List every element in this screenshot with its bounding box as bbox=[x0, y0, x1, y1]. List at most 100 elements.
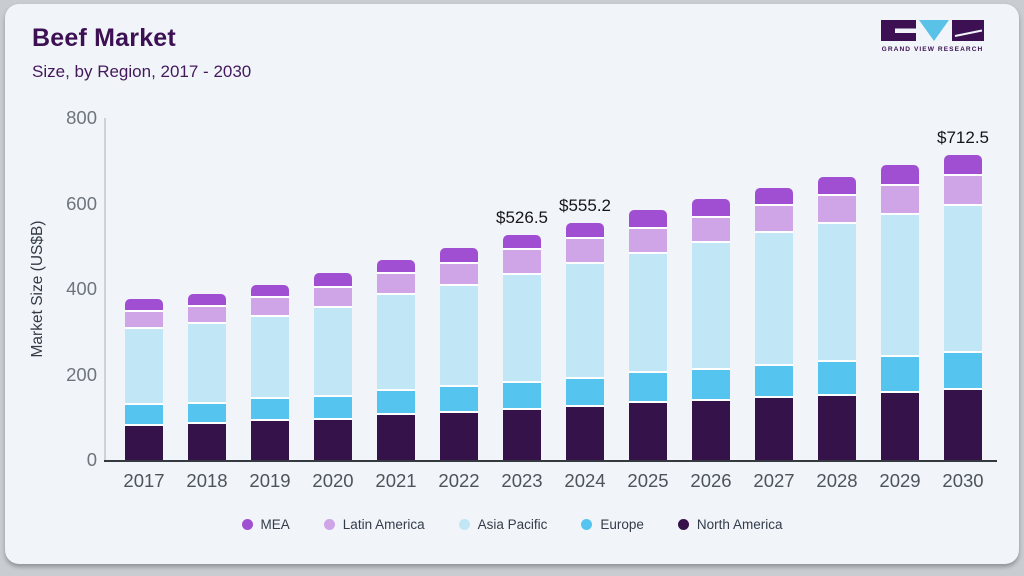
x-axis-line bbox=[104, 460, 997, 462]
segment-asia-pacific-2019 bbox=[251, 316, 289, 400]
segment-europe-2022 bbox=[440, 386, 478, 414]
logo-r-slash bbox=[954, 29, 983, 37]
segment-north-america-2021 bbox=[377, 415, 415, 460]
logo-v-triangle bbox=[919, 20, 949, 41]
plot-area: 2017 2018 2019 2020 2021 2022 $526.5 2023 $555.2… bbox=[104, 118, 997, 491]
legend-item-europe: Europe bbox=[581, 517, 644, 532]
x-tick-label-2023: 2023 bbox=[501, 470, 543, 491]
bar-total-label-2024: $555.2 bbox=[559, 195, 611, 215]
segment-europe-2029 bbox=[881, 357, 919, 394]
segment-north-america-2028 bbox=[818, 395, 856, 460]
segment-north-america-2018 bbox=[188, 424, 226, 460]
x-tick-label-2029: 2029 bbox=[879, 470, 921, 491]
segment-north-america-2023 bbox=[503, 409, 541, 460]
legend-item-north-america: North America bbox=[677, 517, 782, 532]
segment-latin-america-2026 bbox=[692, 218, 730, 244]
segment-europe-2024 bbox=[566, 379, 604, 408]
y-tick-label: 600 bbox=[66, 192, 97, 214]
legend-label: Latin America bbox=[342, 517, 425, 532]
bar-2025 bbox=[629, 209, 667, 460]
segment-europe-2030 bbox=[944, 353, 982, 390]
segment-latin-america-2021 bbox=[377, 274, 415, 296]
segment-asia-pacific-2027 bbox=[755, 233, 793, 366]
x-tick-label-2030: 2030 bbox=[942, 470, 984, 491]
segment-latin-america-2019 bbox=[251, 298, 289, 317]
segment-latin-america-2029 bbox=[881, 185, 919, 215]
x-tick-label-2022: 2022 bbox=[438, 470, 480, 491]
header: Beef Market Size, by Region, 2017 - 2030 bbox=[32, 24, 251, 82]
segment-asia-pacific-2022 bbox=[440, 286, 478, 387]
segment-mea-2020 bbox=[314, 272, 352, 288]
segment-latin-america-2020 bbox=[314, 287, 352, 309]
segment-mea-2026 bbox=[692, 199, 730, 219]
segment-latin-america-2027 bbox=[755, 206, 793, 234]
segment-europe-2019 bbox=[251, 399, 289, 422]
segment-europe-2020 bbox=[314, 396, 352, 420]
segment-north-america-2030 bbox=[944, 389, 982, 460]
segment-europe-2021 bbox=[377, 391, 415, 416]
segment-latin-america-2022 bbox=[440, 264, 478, 287]
legend: MEA Latin America Asia Pacific Europe North … bbox=[5, 517, 1019, 532]
chart-card: Beef Market Size, by Region, 2017 - 2030… bbox=[5, 4, 1019, 564]
segment-latin-america-2023 bbox=[503, 249, 541, 275]
segment-north-america-2017 bbox=[125, 426, 163, 460]
x-tick-label-2026: 2026 bbox=[690, 470, 732, 491]
segment-europe-2023 bbox=[503, 382, 541, 410]
y-axis-line bbox=[104, 118, 106, 460]
bar-2017 bbox=[125, 299, 163, 460]
segment-mea-2028 bbox=[818, 176, 856, 196]
logo-g-notch bbox=[895, 28, 916, 33]
bar-2030 bbox=[944, 155, 982, 460]
bar-2027 bbox=[755, 187, 793, 460]
bar-2023 bbox=[503, 234, 541, 460]
gvr-logo-mark bbox=[881, 20, 984, 41]
segment-mea-2025 bbox=[629, 209, 667, 230]
x-tick-label-2025: 2025 bbox=[627, 470, 669, 491]
bar-total-label-2023: $526.5 bbox=[496, 207, 548, 227]
legend-label: MEA bbox=[260, 517, 290, 532]
page-subtitle: Size, by Region, 2017 - 2030 bbox=[32, 62, 252, 81]
segment-asia-pacific-2024 bbox=[566, 264, 604, 380]
x-tick-label-2020: 2020 bbox=[312, 470, 354, 491]
segment-north-america-2027 bbox=[755, 398, 793, 460]
bar-2020 bbox=[314, 272, 352, 460]
bar-2029 bbox=[881, 165, 919, 460]
legend-dot-asia-pacific bbox=[458, 519, 470, 530]
legend-item-mea: MEA bbox=[241, 517, 290, 532]
segment-north-america-2024 bbox=[566, 407, 604, 460]
segment-asia-pacific-2021 bbox=[377, 295, 415, 392]
x-tick-label-2027: 2027 bbox=[753, 470, 795, 491]
x-tick-label-2019: 2019 bbox=[249, 470, 291, 491]
segment-asia-pacific-2020 bbox=[314, 308, 352, 397]
y-tick-label: 400 bbox=[66, 278, 97, 299]
segment-asia-pacific-2028 bbox=[818, 223, 856, 363]
legend-item-asia-pacific: Asia Pacific bbox=[458, 517, 547, 532]
x-tick-label-2028: 2028 bbox=[816, 470, 858, 491]
segment-asia-pacific-2026 bbox=[692, 243, 730, 370]
segment-mea-2024 bbox=[566, 222, 604, 240]
x-tick-label-2018: 2018 bbox=[186, 470, 228, 491]
bar-2028 bbox=[818, 176, 856, 460]
segment-europe-2017 bbox=[125, 405, 163, 427]
segment-asia-pacific-2017 bbox=[125, 329, 163, 406]
bar-2019 bbox=[251, 284, 289, 460]
segment-latin-america-2025 bbox=[629, 229, 667, 254]
segment-north-america-2026 bbox=[692, 400, 730, 460]
y-tick-label: 0 bbox=[86, 449, 97, 470]
segment-mea-2017 bbox=[125, 299, 163, 312]
segment-mea-2030 bbox=[944, 155, 982, 176]
segment-north-america-2025 bbox=[629, 403, 667, 460]
y-tick-label: 200 bbox=[66, 363, 97, 385]
segment-europe-2025 bbox=[629, 373, 667, 404]
legend-dot-europe bbox=[581, 519, 593, 530]
x-tick-label-2017: 2017 bbox=[123, 470, 165, 491]
segment-mea-2029 bbox=[881, 165, 919, 186]
segment-north-america-2020 bbox=[314, 419, 352, 460]
page-title: Beef Market bbox=[32, 24, 176, 52]
segment-mea-2023 bbox=[503, 234, 541, 250]
segment-asia-pacific-2029 bbox=[881, 214, 919, 358]
segment-asia-pacific-2030 bbox=[944, 205, 982, 354]
segment-mea-2027 bbox=[755, 187, 793, 207]
legend-label: Europe bbox=[600, 517, 644, 532]
segment-north-america-2019 bbox=[251, 421, 289, 460]
